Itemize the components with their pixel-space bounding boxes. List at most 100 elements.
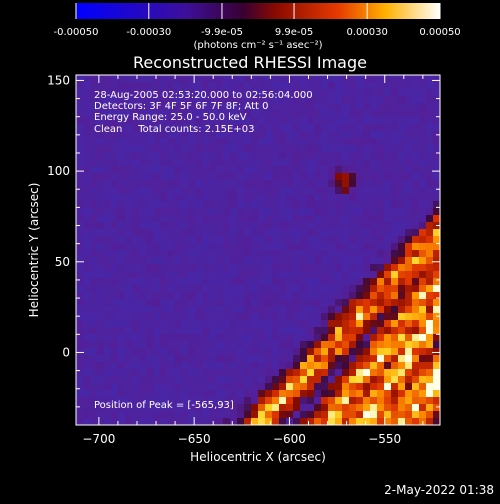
heatmap-cell [356, 257, 363, 264]
heatmap-cell [139, 383, 146, 390]
heatmap-cell [83, 362, 90, 369]
heatmap-cell [202, 306, 209, 313]
heatmap-cell [146, 145, 153, 152]
heatmap-cell [174, 292, 181, 299]
heatmap-cell [251, 348, 258, 355]
heatmap-cell [83, 173, 90, 180]
heatmap-cell [167, 397, 174, 404]
heatmap-cell [188, 292, 195, 299]
heatmap-cell [405, 348, 412, 355]
heatmap-cell [251, 236, 258, 243]
heatmap-cell [356, 362, 363, 369]
heatmap-cell [202, 194, 209, 201]
heatmap-cell [237, 117, 244, 124]
heatmap-cell [167, 383, 174, 390]
heatmap-cell [251, 369, 258, 376]
heatmap-cell [300, 124, 307, 131]
heatmap-cell [118, 390, 125, 397]
heatmap-cell [188, 187, 195, 194]
heatmap-cell [132, 418, 139, 425]
heatmap-cell [384, 152, 391, 159]
heatmap-cell [370, 320, 377, 327]
heatmap-cell [258, 243, 265, 250]
heatmap-cell [293, 271, 300, 278]
heatmap-cell [335, 110, 342, 117]
heatmap-cell [174, 243, 181, 250]
heatmap-cell [398, 222, 405, 229]
heatmap-cell [223, 229, 230, 236]
heatmap-cell [118, 215, 125, 222]
heatmap-cell [286, 187, 293, 194]
heatmap-cell [363, 320, 370, 327]
heatmap-cell [356, 313, 363, 320]
heatmap-cell [104, 418, 111, 425]
heatmap-cell [398, 138, 405, 145]
heatmap-cell [426, 390, 433, 397]
heatmap-cell [181, 103, 188, 110]
heatmap-cell [405, 110, 412, 117]
heatmap-cell [363, 222, 370, 229]
heatmap-cell [111, 145, 118, 152]
heatmap-cell [167, 173, 174, 180]
heatmap-cell [195, 110, 202, 117]
heatmap-cell [209, 173, 216, 180]
heatmap-cell [300, 173, 307, 180]
heatmap-cell [139, 110, 146, 117]
heatmap-cell [83, 180, 90, 187]
heatmap-cell [202, 264, 209, 271]
heatmap-cell [230, 103, 237, 110]
heatmap-cell [272, 117, 279, 124]
heatmap-cell [300, 180, 307, 187]
heatmap-cell [370, 271, 377, 278]
heatmap-cell [279, 89, 286, 96]
heatmap-cell [146, 82, 153, 89]
heatmap-cell [230, 187, 237, 194]
heatmap-cell [377, 110, 384, 117]
heatmap-cell [160, 208, 167, 215]
heatmap-cell [405, 194, 412, 201]
heatmap-cell [244, 313, 251, 320]
heatmap-cell [237, 75, 244, 82]
heatmap-cell [293, 96, 300, 103]
heatmap-cell [335, 75, 342, 82]
heatmap-cell [174, 313, 181, 320]
heatmap-cell [111, 201, 118, 208]
heatmap-cell [223, 243, 230, 250]
heatmap-cell [111, 271, 118, 278]
heatmap-cell [265, 89, 272, 96]
heatmap-cell [356, 173, 363, 180]
heatmap-cell [244, 334, 251, 341]
heatmap-cell [426, 180, 433, 187]
heatmap-cell [370, 299, 377, 306]
heatmap-cell [293, 278, 300, 285]
heatmap-cell [349, 201, 356, 208]
heatmap-cell [272, 173, 279, 180]
heatmap-cell [293, 117, 300, 124]
heatmap-cell [153, 201, 160, 208]
heatmap-cell [293, 404, 300, 411]
heatmap-cell [307, 376, 314, 383]
heatmap-cell [223, 257, 230, 264]
heatmap-cell [258, 313, 265, 320]
heatmap-cell [167, 271, 174, 278]
heatmap-cell [272, 152, 279, 159]
heatmap-cell [356, 166, 363, 173]
heatmap-cell [321, 341, 328, 348]
heatmap-cell [384, 208, 391, 215]
heatmap-cell [90, 194, 97, 201]
heatmap-cell [216, 390, 223, 397]
heatmap-cell [153, 299, 160, 306]
heatmap-cell [279, 369, 286, 376]
heatmap-cell [363, 348, 370, 355]
heatmap-cell [146, 250, 153, 257]
heatmap-cell [314, 299, 321, 306]
heatmap-cell [293, 180, 300, 187]
heatmap-cell [111, 348, 118, 355]
heatmap-cell [216, 285, 223, 292]
peak-position-label: Position of Peak = [-565,93] [94, 400, 234, 411]
heatmap-cell [216, 313, 223, 320]
heatmap-cell [272, 124, 279, 131]
heatmap-cell [132, 173, 139, 180]
heatmap-cell [230, 110, 237, 117]
heatmap-cell [356, 222, 363, 229]
